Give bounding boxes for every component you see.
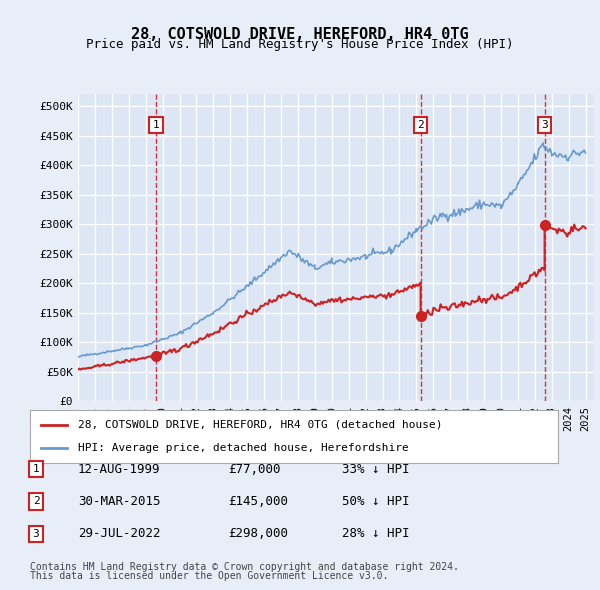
- Text: 3: 3: [32, 529, 40, 539]
- Text: £77,000: £77,000: [228, 463, 281, 476]
- Text: 1: 1: [152, 120, 159, 130]
- Text: £145,000: £145,000: [228, 495, 288, 508]
- Text: 30-MAR-2015: 30-MAR-2015: [78, 495, 161, 508]
- Text: £298,000: £298,000: [228, 527, 288, 540]
- Text: 28% ↓ HPI: 28% ↓ HPI: [342, 527, 409, 540]
- Text: 2: 2: [417, 120, 424, 130]
- Text: 2: 2: [32, 497, 40, 506]
- Text: 28, COTSWOLD DRIVE, HEREFORD, HR4 0TG (detached house): 28, COTSWOLD DRIVE, HEREFORD, HR4 0TG (d…: [77, 420, 442, 430]
- Text: 3: 3: [541, 120, 548, 130]
- Text: 1: 1: [32, 464, 40, 474]
- Text: HPI: Average price, detached house, Herefordshire: HPI: Average price, detached house, Here…: [77, 443, 408, 453]
- Text: Price paid vs. HM Land Registry's House Price Index (HPI): Price paid vs. HM Land Registry's House …: [86, 38, 514, 51]
- Text: Contains HM Land Registry data © Crown copyright and database right 2024.: Contains HM Land Registry data © Crown c…: [30, 562, 459, 572]
- Text: 28, COTSWOLD DRIVE, HEREFORD, HR4 0TG: 28, COTSWOLD DRIVE, HEREFORD, HR4 0TG: [131, 27, 469, 41]
- Text: This data is licensed under the Open Government Licence v3.0.: This data is licensed under the Open Gov…: [30, 571, 388, 581]
- Text: 29-JUL-2022: 29-JUL-2022: [78, 527, 161, 540]
- Text: 50% ↓ HPI: 50% ↓ HPI: [342, 495, 409, 508]
- Text: 12-AUG-1999: 12-AUG-1999: [78, 463, 161, 476]
- Text: 33% ↓ HPI: 33% ↓ HPI: [342, 463, 409, 476]
